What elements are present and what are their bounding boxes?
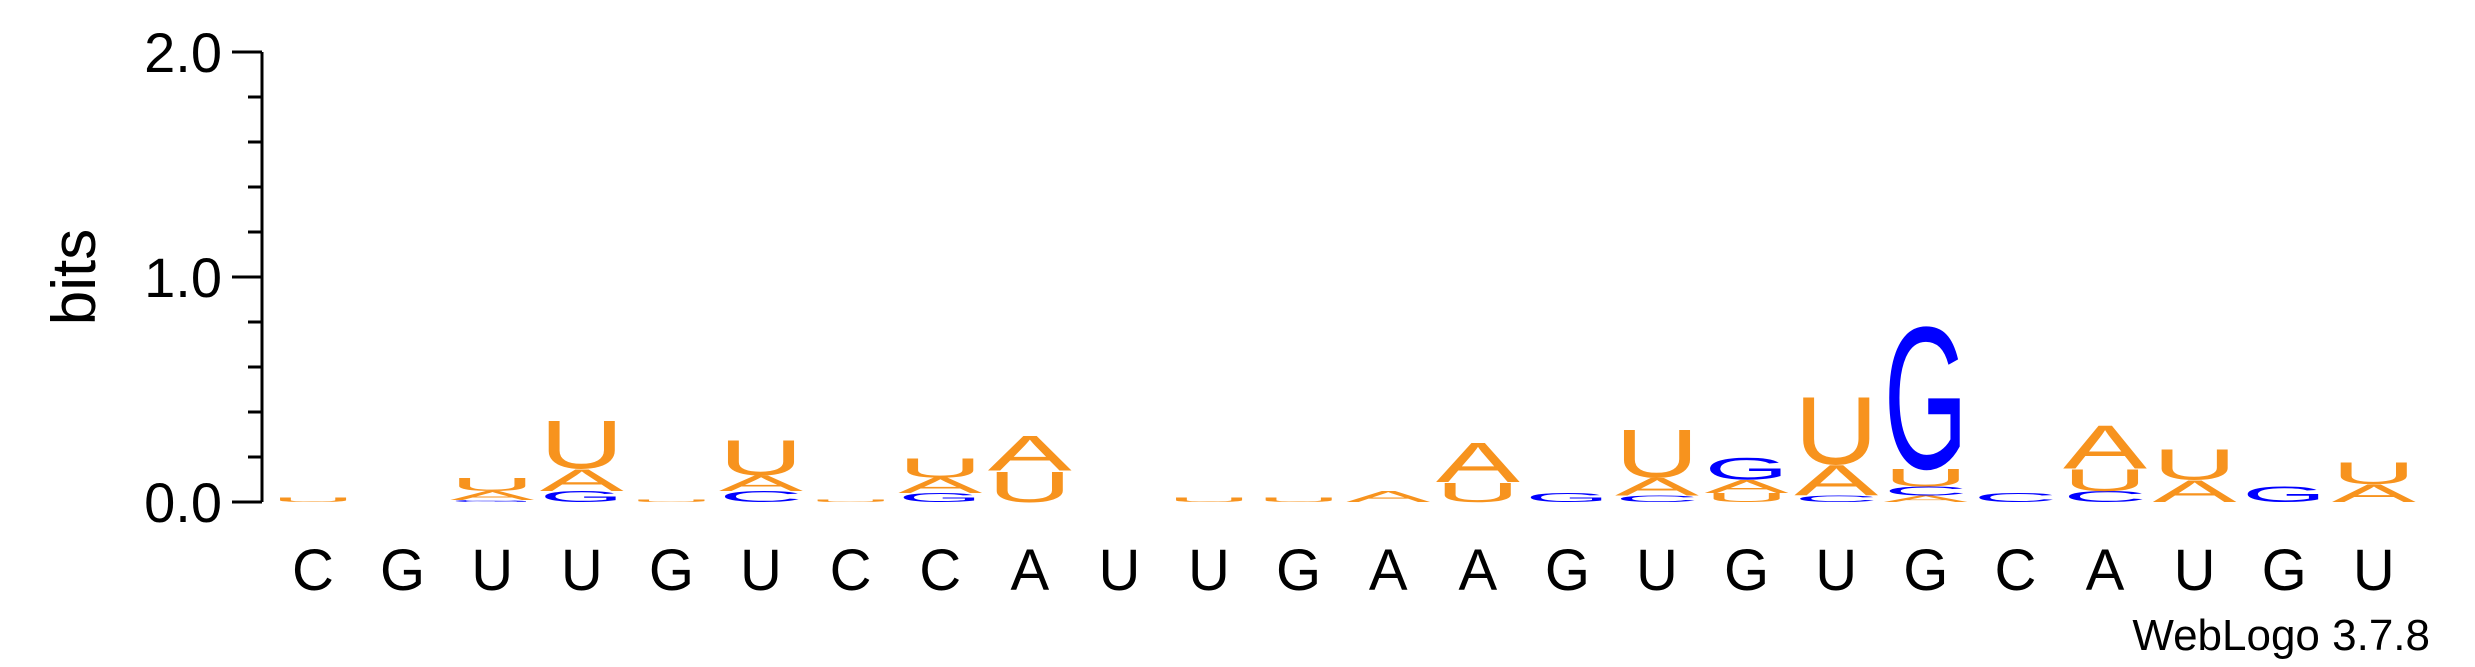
logo-glyph-g: G [2242,482,2326,507]
logo-glyph-a: A [1884,493,1969,503]
position-label: G [1545,538,1590,603]
position-label: A [2086,538,2125,603]
y-tick-label: 2.0 [144,21,222,84]
logo-glyph-c: C [2063,488,2147,506]
logo-glyph-u: U [271,496,355,503]
logo-glyph-a: A [898,473,983,497]
logo-glyph-u: U [1615,416,1699,492]
logo-glyph-a: A [450,488,534,502]
position-label: U [561,538,603,603]
y-axis-label: bits [40,229,109,325]
logo-glyph-c: C [719,488,803,506]
position-label: A [1458,538,1497,603]
logo-glyph-a: A [988,426,1072,482]
position-label: G [649,538,694,603]
logo-glyph-g: G [1705,451,1789,486]
logo-glyph-u: U [1884,464,1968,492]
y-tick-label: 1.0 [144,246,222,309]
logo-glyph-u: U [2332,456,2416,491]
weblogo-credit: WebLogo 3.7.8 [2132,611,2430,660]
position-label: U [1188,538,1230,603]
position-label: G [380,538,425,603]
position-label: U [1098,538,1140,603]
logo-glyph-a: A [2332,480,2417,508]
logo-glyph-a: A [2063,412,2148,482]
logo-glyph-u: U [1167,496,1251,503]
logo-glyph-c: C [1973,491,2057,505]
position-label: G [1903,538,1948,603]
logo-glyph-a: A [1436,431,1520,494]
logo-glyph-u: U [540,407,624,483]
position-label: U [1636,538,1678,603]
logo-glyph-c: C [1794,494,1878,504]
position-label: G [1724,538,1769,603]
logo-glyph-u: U [719,430,803,486]
position-label: G [1276,538,1321,603]
position-label: A [1010,538,1049,603]
logo-glyph-g: G [540,488,624,505]
logo-glyph-a: A [1346,488,1430,505]
logo-glyph-u: U [2063,463,2147,498]
position-label: C [830,538,872,603]
logo-glyph-u: U [809,499,893,502]
logo-glyph-u: U [2153,440,2237,489]
y-axis-ticks: 0.0 1.0 2.0 [144,21,262,534]
logo-glyph-g: G [898,491,982,505]
position-label: A [1369,538,1408,603]
logo-glyph-g: G [450,499,534,502]
position-label: U [740,538,782,603]
logo-glyph-a: A [2153,474,2238,509]
position-label: C [292,538,334,603]
logo-glyph-a: A [1705,476,1789,497]
logo-glyph-a: A [1615,473,1700,501]
logo-glyph-u: U [1257,496,1341,503]
logo-glyph-g: G [1525,491,1609,505]
logo-glyph-u: U [988,462,1072,511]
logo-glyph-g: G [1884,286,1968,512]
logo-glyph-u: U [450,474,534,495]
logo-glyph-u: U [1794,376,1878,485]
logo-glyph-a: A [1794,456,1878,505]
position-label: U [2174,538,2216,603]
logo-glyph-u: U [898,452,982,484]
position-label: C [919,538,961,603]
logo-glyph-u: U [629,499,713,502]
logo-glyph-a: A [719,471,804,495]
logo-glyph-c: C [1884,484,1968,498]
logo-glyph-u: U [1705,491,1789,505]
position-label: G [2262,538,2307,603]
position-label: C [1994,538,2036,603]
logo-glyph-c: C [1615,494,1699,504]
position-label: U [471,538,513,603]
position-label: U [2353,538,2395,603]
position-label: U [1815,538,1857,603]
y-tick-label: 0.0 [144,471,222,534]
logo-glyph-a: A [540,463,625,498]
logo-glyph-u: U [1436,476,1520,508]
